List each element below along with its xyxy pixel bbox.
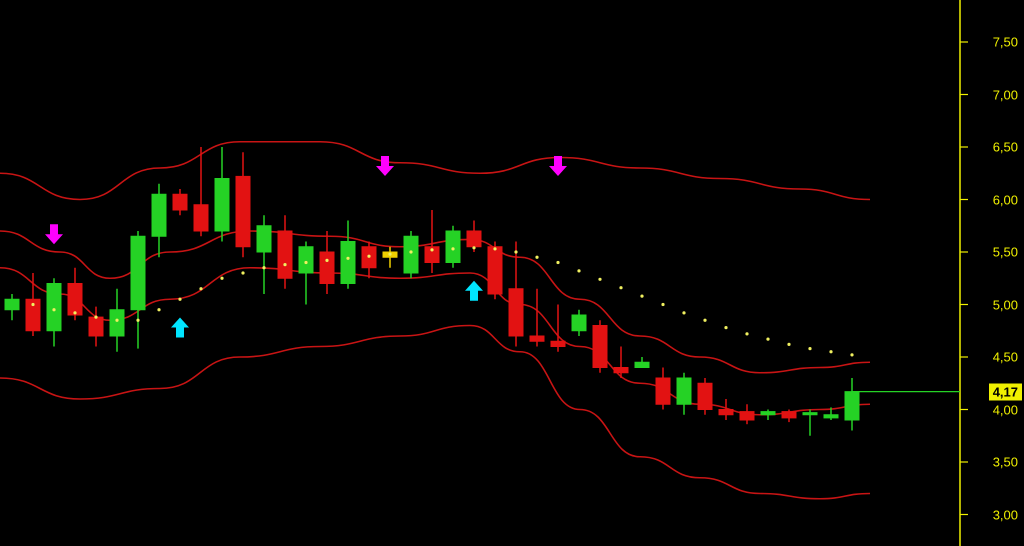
candle-body: [152, 194, 166, 236]
candle-body: [509, 289, 523, 336]
candle-body: [824, 415, 838, 418]
ma-dot: [283, 263, 286, 266]
ma-dot: [52, 308, 55, 311]
candle-body: [782, 412, 796, 418]
candle-body: [635, 362, 649, 367]
ma-dot: [94, 316, 97, 319]
candle-body: [446, 231, 460, 263]
ma-dot: [808, 347, 811, 350]
y-tick-label: 4,00: [989, 401, 1022, 418]
current-price-label: 4,17: [989, 383, 1022, 400]
y-tick-label: 5,00: [989, 296, 1022, 313]
signal-arrow-up-icon: [171, 318, 189, 338]
ma-dot: [514, 250, 517, 253]
ma-dot: [241, 271, 244, 274]
signal-arrow-down-icon: [45, 224, 63, 244]
candle-body: [299, 247, 313, 273]
candle-body: [740, 412, 754, 420]
candle-body: [467, 231, 481, 247]
y-tick-label: 7,50: [989, 34, 1022, 51]
candle-body: [761, 412, 775, 415]
ma-dot: [157, 308, 160, 311]
ma-dot: [787, 343, 790, 346]
candle-body: [719, 410, 733, 415]
candle-body: [131, 236, 145, 310]
signal-arrow-up-icon: [465, 281, 483, 301]
ma-dot: [661, 303, 664, 306]
ma-dot: [451, 247, 454, 250]
candle-body: [68, 284, 82, 316]
ma-dot: [577, 269, 580, 272]
candle-body: [530, 336, 544, 341]
ma-dot: [220, 277, 223, 280]
candlestick-chart[interactable]: 3,00 3,50 4,00 4,50 5,00 5,50 6,00 6,50 7,00 7,50…: [0, 0, 1024, 546]
y-tick-label: 5,50: [989, 244, 1022, 261]
ma-dot: [703, 319, 706, 322]
ma-dot: [73, 311, 76, 314]
candle-body: [278, 231, 292, 278]
signal-arrow-down-icon: [549, 156, 567, 176]
candle-body: [257, 226, 271, 252]
candle-body: [194, 205, 208, 231]
candle-body: [845, 392, 859, 420]
y-tick-label: 6,50: [989, 139, 1022, 156]
ma-dot: [493, 247, 496, 250]
ma-dot: [682, 311, 685, 314]
y-tick-label: 3,00: [989, 506, 1022, 523]
y-tick-label: 4,50: [989, 349, 1022, 366]
ma-dot: [262, 266, 265, 269]
ma-dot: [304, 261, 307, 264]
candle-body: [698, 383, 712, 409]
candle-body: [803, 413, 817, 415]
y-tick-label: 7,00: [989, 86, 1022, 103]
ma-dot: [430, 248, 433, 251]
band-upper: [0, 142, 870, 200]
ma-dot: [178, 298, 181, 301]
candle-body: [47, 284, 61, 331]
candle-body: [5, 299, 19, 310]
candle-body: [677, 378, 691, 404]
ma-dot: [409, 250, 412, 253]
ma-dot: [31, 303, 34, 306]
candle-body: [404, 236, 418, 273]
ma-dot: [367, 255, 370, 258]
ma-dot: [388, 253, 391, 256]
candle-body: [320, 252, 334, 284]
chart-svg: [0, 0, 1024, 546]
y-tick-label: 6,00: [989, 191, 1022, 208]
ma-dot: [472, 246, 475, 249]
candle-body: [572, 315, 586, 331]
ma-dot: [640, 295, 643, 298]
candle-body: [110, 310, 124, 336]
ma-dot: [745, 332, 748, 335]
ma-dot: [535, 256, 538, 259]
ma-dot: [766, 338, 769, 341]
candle-body: [89, 317, 103, 336]
candle-body: [215, 179, 229, 232]
candle-body: [173, 194, 187, 210]
candle-body: [236, 176, 250, 246]
y-tick-label: 3,50: [989, 454, 1022, 471]
ma-dot: [724, 326, 727, 329]
signal-arrow-down-icon: [376, 156, 394, 176]
ma-dot: [115, 319, 118, 322]
candle-body: [341, 242, 355, 284]
ma-dot: [850, 353, 853, 356]
candle-body: [551, 341, 565, 346]
ma-dot: [199, 287, 202, 290]
ma-dot: [556, 261, 559, 264]
ma-dot: [829, 350, 832, 353]
candle-body: [488, 247, 502, 294]
candle-body: [656, 378, 670, 404]
ma-dot: [136, 319, 139, 322]
ma-dot: [598, 278, 601, 281]
ma-dot: [619, 286, 622, 289]
ma-dot: [346, 257, 349, 260]
candle-body: [593, 326, 607, 368]
candle-body: [614, 368, 628, 373]
ma-dot: [325, 259, 328, 262]
